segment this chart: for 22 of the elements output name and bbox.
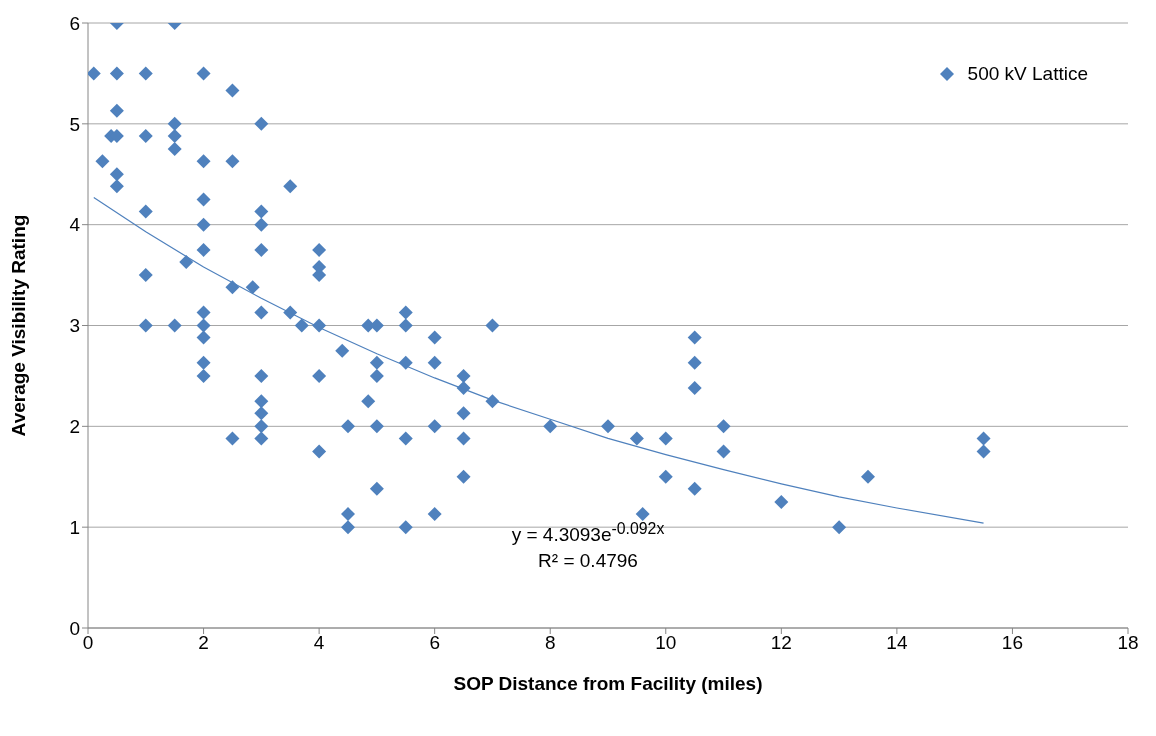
x-tick-label: 4 xyxy=(313,632,325,654)
y-tick-label: 5 xyxy=(69,113,80,135)
x-tick-label: 2 xyxy=(198,632,209,654)
x-tick-label: 10 xyxy=(655,632,677,654)
x-tick-label: 12 xyxy=(770,632,792,654)
y-tick-label: 4 xyxy=(69,214,81,236)
x-tick-label: 18 xyxy=(1117,632,1139,654)
y-tick-label: 2 xyxy=(69,416,80,438)
annotation: y = 4.3093e$^{-0.092x}$ xyxy=(510,520,666,547)
y-axis-title: Average Visibility Rating xyxy=(7,214,29,437)
line-series xyxy=(93,196,985,524)
annotation: R² = 0.4796 xyxy=(537,550,639,572)
x-tick-label: 16 xyxy=(1001,632,1024,654)
x-axis-title: SOP Distance from Facility (miles) xyxy=(453,673,763,694)
x-tick-label: 6 xyxy=(429,632,440,654)
y-tick-label: 3 xyxy=(69,315,80,337)
y-tick-label: 0 xyxy=(69,617,80,639)
x-tick-label: 14 xyxy=(886,632,908,654)
legend-label: 500 kV Lattice xyxy=(967,63,1088,85)
y-tick-label: 1 xyxy=(69,516,80,538)
x-tick-label: 8 xyxy=(544,632,556,654)
y-tick-label: 6 xyxy=(69,12,80,34)
